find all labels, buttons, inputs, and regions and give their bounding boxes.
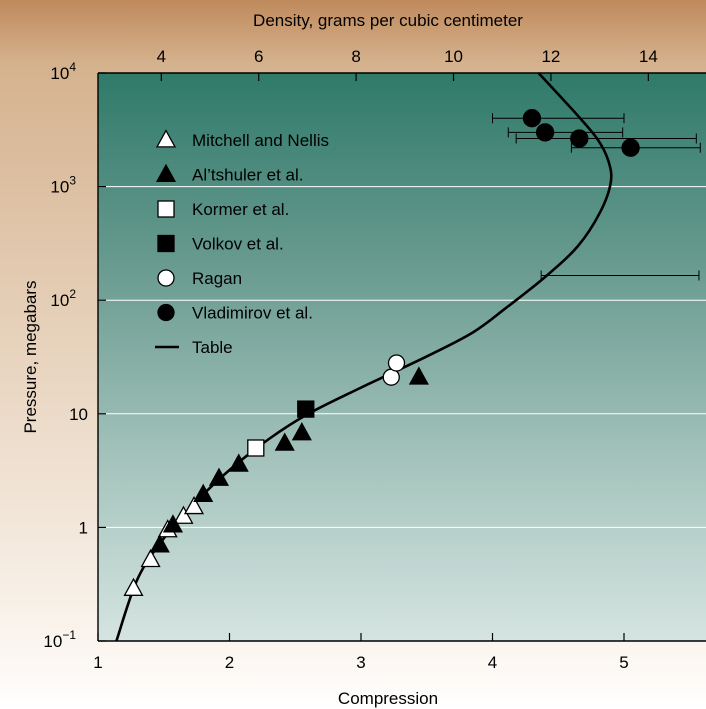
data-point-triangle-open xyxy=(173,505,194,524)
x2-tick-label: 12 xyxy=(541,47,560,66)
legend-label: Al’tshuler et al. xyxy=(192,166,304,185)
data-point-triangle-open xyxy=(140,548,161,568)
data-point-square-filled xyxy=(297,400,315,418)
y-tick-label: 104 xyxy=(50,60,76,83)
data-point-triangle-filled xyxy=(208,467,230,486)
x2-tick-label: 14 xyxy=(639,47,658,66)
data-point-triangle-filled xyxy=(228,453,249,472)
data-point-circle-filled xyxy=(522,109,542,128)
legend-marker-triangle-open xyxy=(155,129,177,148)
data-point-triangle-filled xyxy=(291,422,312,441)
data-point-triangle-filled xyxy=(274,432,295,451)
x-tick-label: 5 xyxy=(619,653,628,672)
legend-marker-square-filled xyxy=(157,234,175,253)
legend-label: Kormer et al. xyxy=(192,200,289,219)
x-axis-title: Compression xyxy=(338,689,438,708)
data-point-triangle-open xyxy=(183,495,205,515)
legend-marker-triangle-filled xyxy=(155,163,177,182)
y-tick-label: 1 xyxy=(79,518,88,537)
legend-label: Volkov et al. xyxy=(192,235,284,254)
data-point-triangle-filled xyxy=(149,534,170,553)
data-point-circle-filled xyxy=(535,123,555,142)
x-tick-label: 2 xyxy=(225,653,234,672)
data-point-circle-filled xyxy=(570,129,589,148)
y-tick-label: 102 xyxy=(50,287,76,310)
y-axis-title: Pressure, megabars xyxy=(21,280,40,433)
data-point-circle-filled xyxy=(621,138,640,157)
data-point-circle-open xyxy=(387,354,406,372)
x-tick-label: 4 xyxy=(488,653,497,672)
legend-label: Ragan xyxy=(192,269,242,288)
y-tick-label: 103 xyxy=(50,174,76,197)
data-point-triangle-filled xyxy=(193,483,214,502)
data-point-square-open xyxy=(247,439,265,457)
x2-tick-label: 4 xyxy=(157,47,166,66)
x2-tick-label: 8 xyxy=(351,47,360,66)
legend-marker-circle-filled xyxy=(157,303,175,322)
x2-tick-label: 6 xyxy=(254,47,263,66)
x-tick-label: 1 xyxy=(93,653,102,672)
data-point-triangle-filled xyxy=(162,514,184,533)
legend-label: Table xyxy=(192,338,233,357)
data-point-triangle-open xyxy=(123,577,144,596)
legend-marker-circle-open xyxy=(157,269,175,287)
x-tick-label: 3 xyxy=(356,653,365,672)
x2-tick-label: 10 xyxy=(444,47,463,66)
legend-label: Vladimirov et al. xyxy=(192,304,313,323)
y-tick-label: 10−1 xyxy=(43,628,76,651)
legend-label: Mitchell and Nellis xyxy=(192,131,329,150)
x2-axis-title: Density, grams per cubic centimeter xyxy=(253,11,523,30)
legend-marker-square-open xyxy=(157,200,175,218)
data-point-triangle-filled xyxy=(408,366,429,385)
y-tick-label: 10 xyxy=(69,405,88,424)
